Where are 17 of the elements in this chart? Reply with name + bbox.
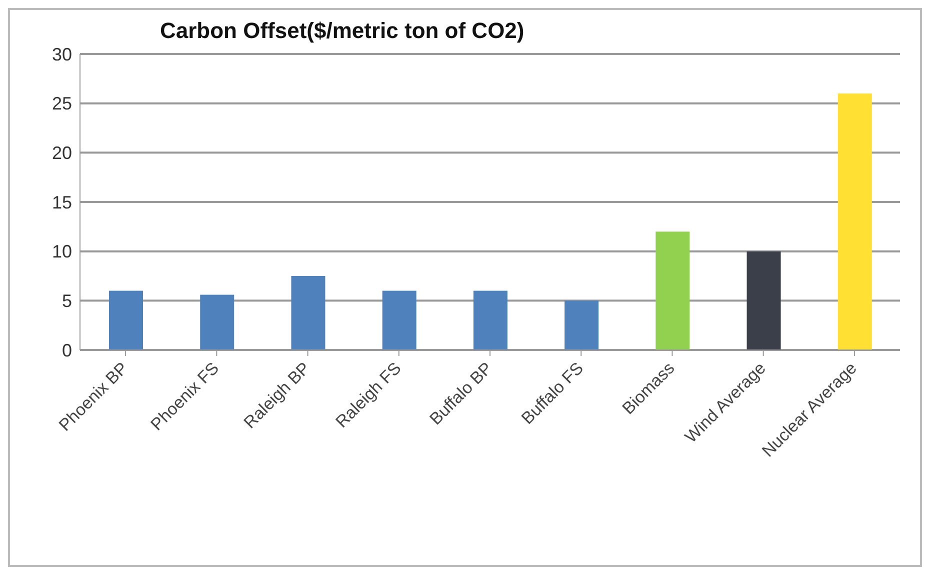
- y-tick-label: 25: [52, 94, 72, 114]
- bar: [656, 232, 690, 350]
- y-tick-label: 30: [52, 44, 72, 64]
- y-tick-label: 10: [52, 242, 72, 262]
- bar: [109, 290, 143, 350]
- bar: [473, 290, 508, 350]
- bar: [200, 294, 234, 350]
- bar: [291, 276, 326, 350]
- bar: [564, 300, 599, 350]
- y-tick-label: 20: [52, 143, 72, 164]
- bar: [838, 93, 872, 350]
- bar: [746, 251, 781, 350]
- chart-title: Carbon Offset($/metric ton of CO2): [160, 18, 526, 44]
- y-tick-label: 5: [62, 291, 72, 312]
- y-tick-label: 0: [62, 340, 72, 360]
- y-tick-label: 15: [52, 192, 72, 212]
- bar: [382, 290, 416, 350]
